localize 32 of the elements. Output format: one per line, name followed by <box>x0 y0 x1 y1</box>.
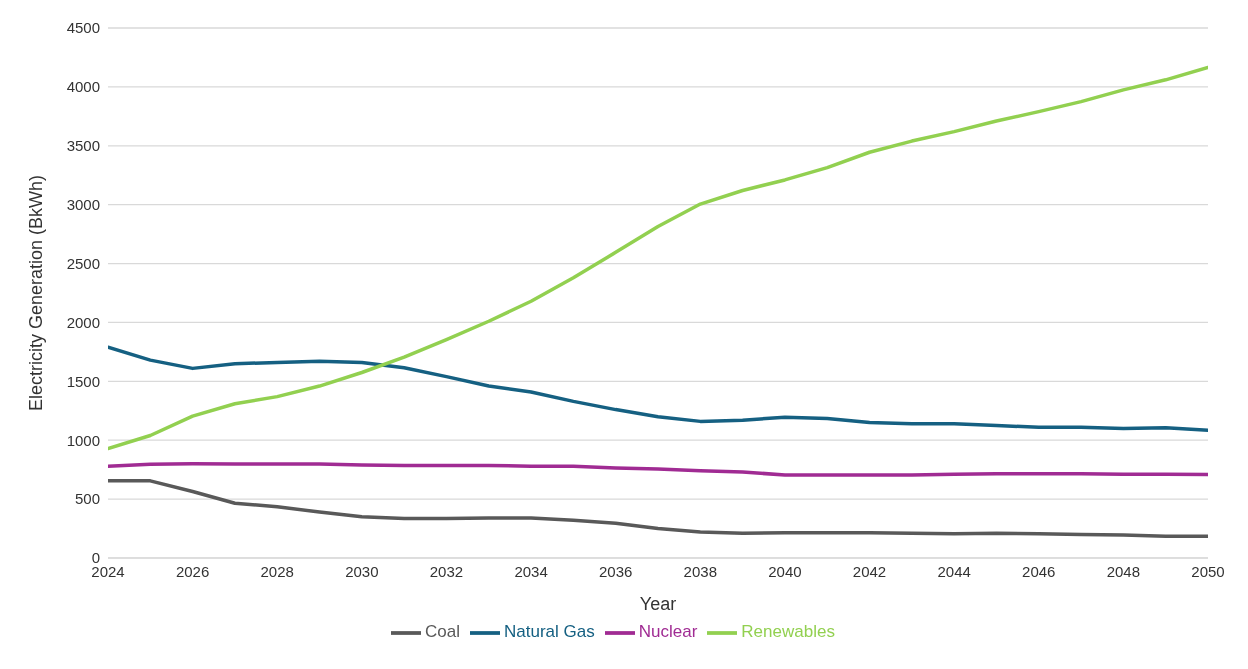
y-tick-label: 2000 <box>66 313 100 331</box>
x-tick-label: 2040 <box>768 562 802 580</box>
x-tick-label: 2042 <box>852 562 887 580</box>
x-tick-label: 2030 <box>345 562 379 580</box>
y-axis-title: Electricity Generation (BkWh) <box>26 174 47 412</box>
y-tick-label: 4000 <box>66 78 100 96</box>
x-tick-label: 2026 <box>175 562 210 580</box>
legend-label: Nuclear <box>638 622 698 642</box>
y-tick-label: 2500 <box>66 254 100 272</box>
y-tick-label: 3000 <box>66 195 100 213</box>
x-tick-label: 2036 <box>599 562 633 580</box>
x-tick-label: 2048 <box>1106 562 1141 580</box>
x-tick-label: 2046 <box>1022 562 1056 580</box>
x-tick-label: 2034 <box>514 562 548 580</box>
x-tick-label: 2044 <box>937 562 971 580</box>
line-series <box>108 479 1208 538</box>
x-tick-label: 2050 <box>1191 562 1225 580</box>
line-series <box>108 345 1208 432</box>
x-tick-label: 2038 <box>683 562 717 580</box>
y-tick-label: 4500 <box>66 19 100 37</box>
x-axis-title: Year <box>639 594 677 614</box>
line-series <box>108 462 1208 477</box>
legend-label: Coal <box>425 622 461 642</box>
x-tick-label: 2032 <box>429 562 464 580</box>
x-tick-label: 2028 <box>260 562 294 580</box>
legend-label: Natural Gas <box>504 622 595 642</box>
line-series <box>108 65 1208 451</box>
y-tick-label: 1500 <box>66 372 100 390</box>
legend-label: Renewables <box>741 622 835 642</box>
y-tick-label: 1000 <box>66 431 100 449</box>
y-tick-label: 3500 <box>66 137 100 155</box>
y-tick-label: 500 <box>74 490 100 508</box>
